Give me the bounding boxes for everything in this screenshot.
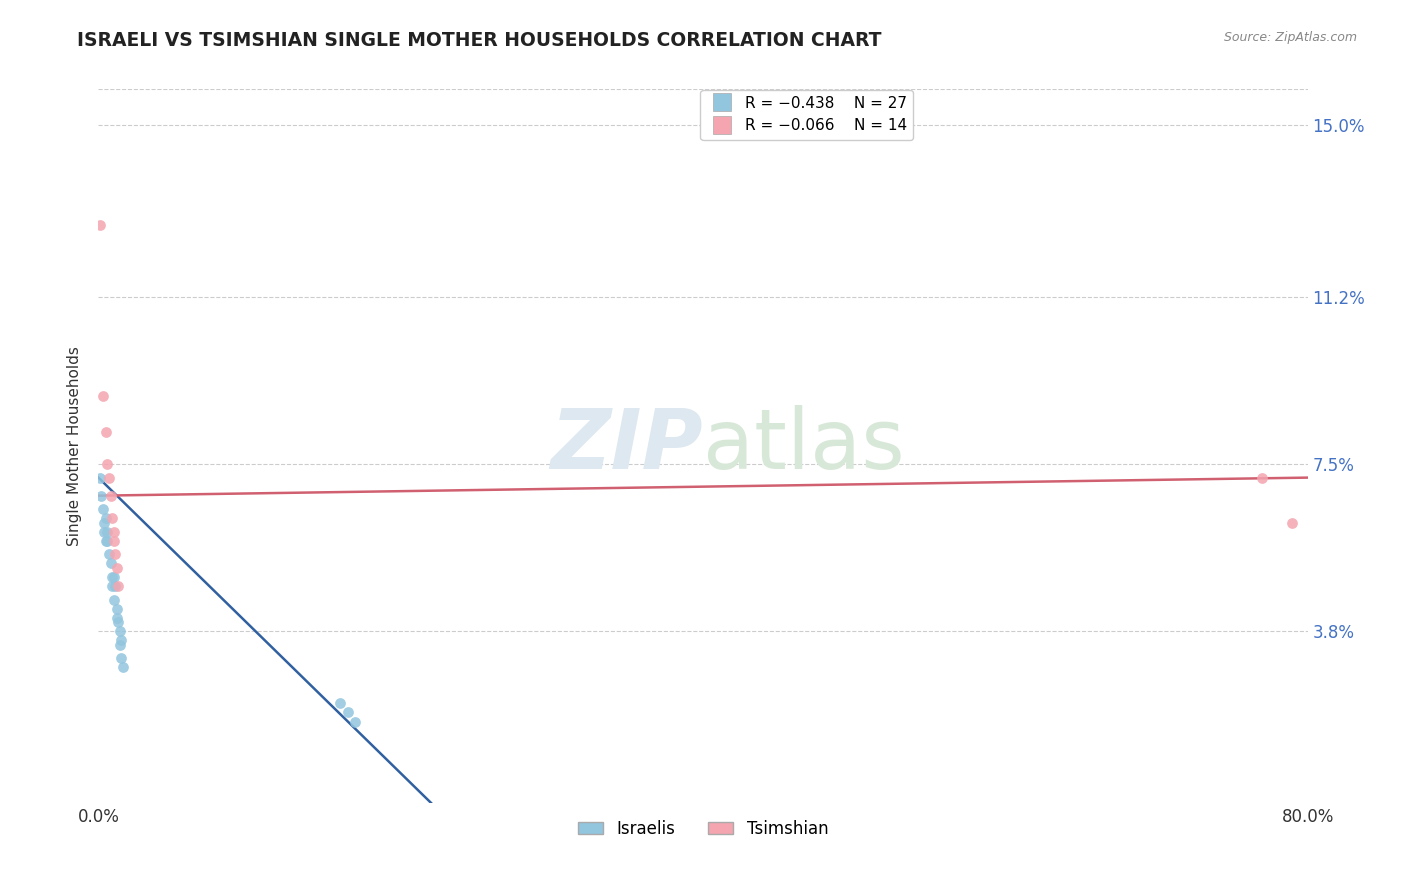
Point (105, 561, 128, 575)
Point (105, 610, 128, 624)
Point (101, 511, 124, 525)
Text: ISRAELI VS TSIMSHIAN SINGLE MOTHER HOUSEHOLDS CORRELATION CHART: ISRAELI VS TSIMSHIAN SINGLE MOTHER HOUSE… (77, 31, 882, 50)
Point (105, 601, 128, 615)
Point (90, 489, 112, 503)
Point (329, 697, 352, 711)
Point (96, 457, 118, 471)
Point (94, 425, 117, 440)
Point (103, 570, 125, 584)
Point (344, 714, 367, 729)
Point (93, 516, 115, 530)
Point (100, 557, 122, 571)
Point (94, 533, 117, 548)
Point (98, 470, 121, 484)
Point (96, 533, 118, 548)
Point (103, 524, 125, 539)
Point (108, 638, 131, 652)
Point (100, 489, 122, 503)
Point (107, 579, 129, 593)
Point (89, 218, 111, 232)
Point (1281, 516, 1303, 530)
Point (107, 615, 129, 629)
Point (96, 524, 118, 539)
Point (91, 502, 114, 516)
Text: atlas: atlas (703, 406, 904, 486)
Point (108, 624, 131, 639)
Point (89, 470, 111, 484)
Text: Source: ZipAtlas.com: Source: ZipAtlas.com (1223, 31, 1357, 45)
Point (101, 579, 124, 593)
Legend: Israelis, Tsimshian: Israelis, Tsimshian (571, 814, 835, 845)
Point (104, 579, 127, 593)
Point (98, 548, 121, 562)
Point (94, 511, 117, 525)
Point (101, 570, 124, 584)
Point (91, 389, 114, 403)
Point (336, 706, 359, 720)
Point (104, 548, 127, 562)
Point (111, 660, 134, 674)
Point (103, 533, 125, 548)
Y-axis label: Single Mother Households: Single Mother Households (67, 346, 83, 546)
Text: ZIP: ZIP (550, 406, 703, 486)
Point (110, 651, 132, 665)
Point (93, 524, 115, 539)
Point (110, 633, 132, 648)
Point (103, 592, 125, 607)
Point (1251, 470, 1274, 484)
